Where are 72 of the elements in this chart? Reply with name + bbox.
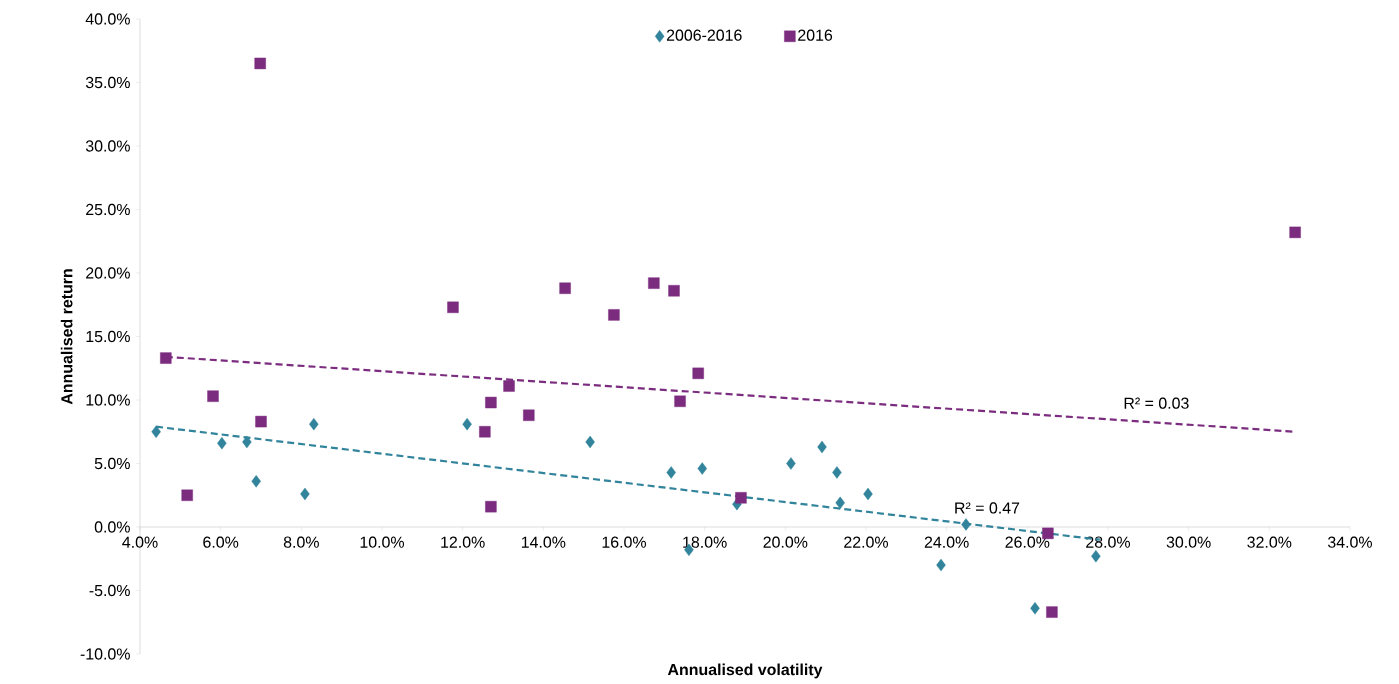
point: [1091, 550, 1101, 563]
point: [666, 466, 676, 479]
x-tick-label: 18.0%: [683, 536, 727, 548]
point: [300, 487, 310, 501]
point: [735, 492, 747, 504]
point: [817, 440, 827, 454]
y-tick-label: 40.0%: [85, 13, 130, 25]
x-tick-label: 32.0%: [1247, 536, 1292, 548]
point: [786, 457, 796, 470]
point: [674, 395, 686, 407]
y-tick-label: 5.0%: [94, 457, 130, 470]
x-tick-label: 30.0%: [1166, 536, 1211, 548]
x-tick-label: 26.0%: [1005, 536, 1050, 548]
point: [648, 277, 660, 289]
point: [479, 426, 491, 438]
y-tick-label: -10.0%: [80, 648, 130, 660]
point: [835, 496, 845, 510]
point: [309, 417, 319, 431]
point: [1046, 606, 1058, 618]
point: [160, 352, 172, 364]
point: [523, 409, 535, 421]
point: [255, 415, 267, 428]
point: [863, 487, 873, 501]
point: [559, 282, 571, 294]
point: [207, 390, 219, 402]
legend-label: 2016: [798, 29, 833, 41]
point: [462, 417, 472, 431]
y-tick-label: 30.0%: [85, 140, 130, 152]
x-tick-label: 6.0%: [203, 536, 239, 548]
x-tick-label: 8.0%: [283, 536, 319, 548]
point: [585, 435, 595, 449]
point: [1289, 226, 1301, 239]
x-tick-label: 28.0%: [1086, 536, 1131, 548]
point: [242, 435, 252, 449]
point: [217, 436, 227, 450]
x-tick-label: 14.0%: [521, 536, 566, 548]
y-tick-label: -5.0%: [89, 584, 130, 597]
x-tick-label: 4.0%: [122, 536, 158, 548]
point: [151, 425, 161, 438]
y-axis-title: Annualised return: [60, 269, 73, 405]
y-tick-label: 35.0%: [85, 76, 130, 89]
annotation: R² = 0.03: [1124, 397, 1189, 409]
point: [832, 466, 842, 479]
y-tick-label: 25.0%: [86, 203, 130, 216]
x-axis-title: Annualised volatility: [667, 663, 823, 679]
point: [1030, 602, 1040, 615]
annotation: R² = 0.47: [955, 502, 1020, 514]
x-tick-label: 10.0%: [360, 536, 405, 548]
point: [485, 500, 497, 513]
x-tick-label: 20.0%: [763, 536, 808, 548]
point: [692, 367, 704, 380]
point: [697, 462, 707, 475]
x-tick-label: 22.0%: [844, 536, 889, 548]
point: [668, 285, 680, 297]
x-tick-label: 34.0%: [1327, 536, 1372, 548]
point: [447, 301, 459, 313]
x-tick-label: 24.0%: [924, 536, 969, 548]
point: [961, 518, 971, 531]
point: [251, 475, 261, 488]
point: [503, 380, 515, 392]
point: [608, 309, 620, 321]
x-tick-label: 16.0%: [602, 536, 647, 548]
y-tick-label: 0.0%: [94, 521, 130, 533]
point: [485, 396, 497, 409]
x-tick-label: 12.0%: [441, 536, 485, 548]
y-tick-label: 15.0%: [86, 330, 130, 343]
y-tick-label: 10.0%: [86, 394, 130, 406]
point: [181, 489, 193, 501]
y-tick-label: 20.0%: [86, 267, 130, 279]
point: [254, 57, 266, 70]
legend-label: 2006-2016: [666, 29, 742, 41]
point: [936, 558, 946, 572]
